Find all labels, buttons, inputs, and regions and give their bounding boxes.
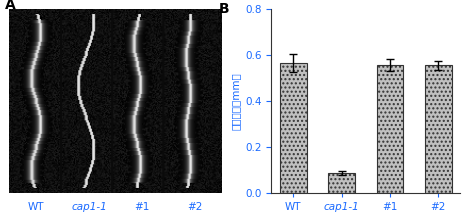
Bar xyxy=(377,65,403,193)
Text: WT: WT xyxy=(28,202,44,212)
Text: A: A xyxy=(5,0,16,12)
Bar xyxy=(329,173,355,193)
Bar xyxy=(280,63,307,193)
Text: #1: #1 xyxy=(135,202,150,212)
Y-axis label: 根毛长度（mm）: 根毛长度（mm） xyxy=(231,72,241,130)
Text: cap1-1: cap1-1 xyxy=(71,202,107,212)
Text: B: B xyxy=(219,2,229,16)
Text: #2: #2 xyxy=(187,202,203,212)
Bar xyxy=(425,65,452,193)
